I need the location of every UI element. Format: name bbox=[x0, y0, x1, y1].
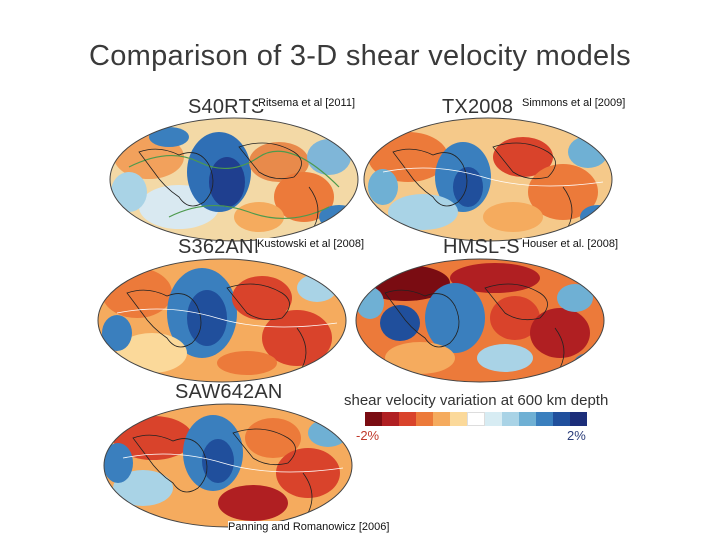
legend-swatch bbox=[382, 412, 400, 426]
legend-max-label: 2% bbox=[567, 428, 586, 443]
citation-tx2008: Simmons et al [2009] bbox=[522, 97, 626, 109]
citation-saw642an: Panning and Romanowicz [2006] bbox=[228, 521, 390, 533]
legend-color-bar bbox=[365, 412, 588, 426]
model-name-s362ani: S362ANI bbox=[178, 236, 260, 258]
model-name-tx2008: TX2008 bbox=[442, 96, 514, 118]
map-saw642an bbox=[103, 403, 353, 528]
legend-swatch bbox=[535, 412, 553, 426]
map-hmsl-s bbox=[355, 258, 605, 383]
legend-swatch bbox=[433, 412, 451, 426]
map-tx2008 bbox=[363, 117, 613, 242]
map-s40rts bbox=[109, 117, 359, 242]
legend-swatch bbox=[467, 412, 485, 426]
legend-title: shear velocity variation at 600 km depth bbox=[344, 392, 609, 409]
map-s362ani bbox=[97, 258, 347, 383]
legend-min-label: -2% bbox=[356, 428, 380, 443]
citation-s40rts: Ritsema et al [2011] bbox=[258, 97, 356, 109]
model-name-s40rts: S40RTS bbox=[188, 96, 265, 118]
slide-title: Comparison of 3-D shear velocity models bbox=[89, 40, 631, 72]
model-name-hmsl-s: HMSL-S bbox=[443, 236, 520, 258]
model-name-saw642an: SAW642AN bbox=[175, 381, 283, 403]
legend-swatch bbox=[484, 412, 502, 426]
legend-swatch bbox=[552, 412, 570, 426]
legend-swatch bbox=[365, 412, 383, 426]
legend-swatch bbox=[518, 412, 536, 426]
legend-swatch bbox=[569, 412, 588, 426]
legend-swatch bbox=[450, 412, 468, 426]
citation-s362ani: Kustowski et al [2008] bbox=[257, 238, 365, 250]
legend-swatch bbox=[399, 412, 417, 426]
legend-swatch bbox=[416, 412, 434, 426]
legend-swatch bbox=[501, 412, 519, 426]
citation-hmsl-s: Houser et al. [2008] bbox=[522, 238, 619, 250]
